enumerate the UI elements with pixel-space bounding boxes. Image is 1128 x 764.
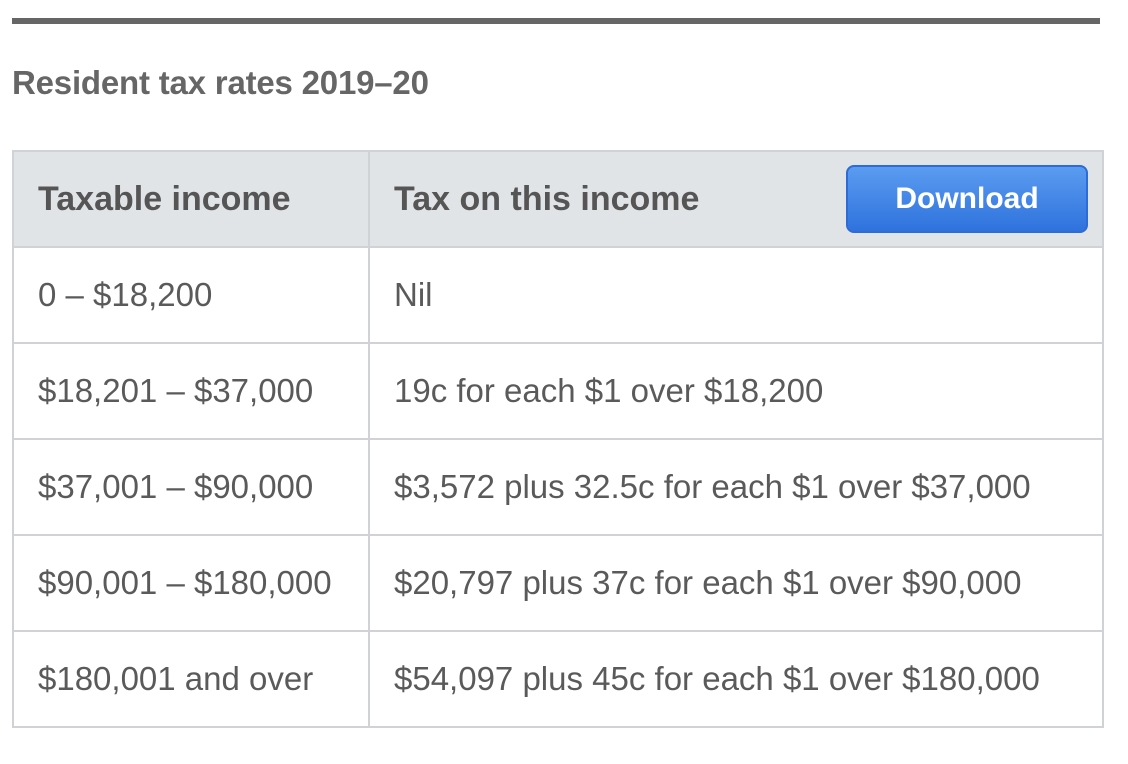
column-header-taxable-income: Taxable income: [12, 150, 370, 248]
column-header-tax-cell: Tax on this income Download: [368, 150, 1104, 248]
tax-cell: $3,572 plus 32.5c for each $1 over $37,0…: [368, 438, 1104, 536]
income-cell: $18,201 – $37,000: [12, 342, 370, 440]
income-cell: 0 – $18,200: [12, 246, 370, 344]
income-cell: $90,001 – $180,000: [12, 534, 370, 632]
table-row: $180,001 and over $54,097 plus 45c for e…: [12, 630, 1104, 728]
table-row: $37,001 – $90,000 $3,572 plus 32.5c for …: [12, 438, 1104, 536]
tax-cell: $20,797 plus 37c for each $1 over $90,00…: [368, 534, 1104, 632]
top-divider: [12, 18, 1100, 24]
tax-cell: $54,097 plus 45c for each $1 over $180,0…: [368, 630, 1104, 728]
tax-cell: 19c for each $1 over $18,200: [368, 342, 1104, 440]
column-header-tax-on-income: Tax on this income: [394, 179, 700, 218]
income-cell: $37,001 – $90,000: [12, 438, 370, 536]
table-row: $18,201 – $37,000 19c for each $1 over $…: [12, 342, 1104, 440]
income-cell: $180,001 and over: [12, 630, 370, 728]
table-row: 0 – $18,200 Nil: [12, 246, 1104, 344]
table-caption: Resident tax rates 2019–20: [12, 64, 429, 101]
table-row: $90,001 – $180,000 $20,797 plus 37c for …: [12, 534, 1104, 632]
table-header-row: Taxable income Tax on this income Downlo…: [12, 150, 1104, 248]
tax-rates-table: Taxable income Tax on this income Downlo…: [12, 150, 1104, 728]
download-button[interactable]: Download: [846, 165, 1088, 233]
tax-cell: Nil: [368, 246, 1104, 344]
